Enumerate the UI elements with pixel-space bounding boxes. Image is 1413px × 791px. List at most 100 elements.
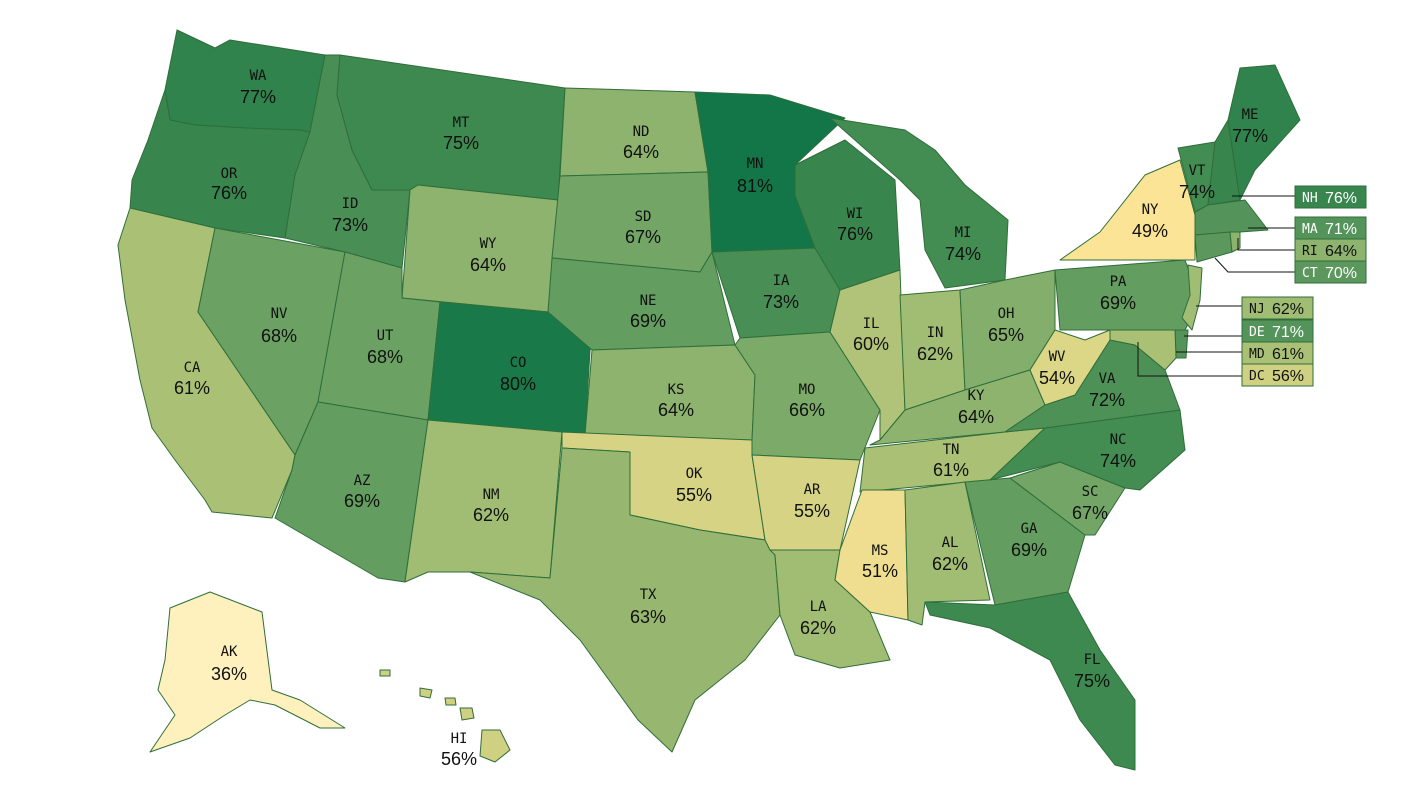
label-co-pct: 80% [500, 374, 536, 394]
label-nc-pct: 74% [1100, 451, 1136, 471]
state-nj[interactable] [1181, 264, 1203, 331]
state-me[interactable] [1227, 64, 1301, 201]
label-mi-pct: 74% [945, 244, 981, 264]
label-ks-abbr: KS [668, 382, 685, 398]
state-md[interactable] [1109, 329, 1177, 371]
label-nv-pct: 68% [261, 326, 297, 346]
svg-text:62%: 62% [1272, 301, 1304, 318]
state-sc[interactable] [1009, 461, 1126, 536]
state-ak[interactable] [149, 591, 346, 753]
label-va-pct: 72% [1089, 390, 1125, 410]
callout-md: MD 61% [1241, 341, 1314, 365]
label-fl-pct: 75% [1074, 671, 1110, 691]
label-ca-abbr: CA [184, 360, 201, 376]
svg-text:NJ: NJ [1249, 302, 1265, 317]
label-mo-abbr: MO [799, 382, 816, 398]
label-fl-abbr: FL [1084, 652, 1101, 668]
label-az-pct: 69% [344, 491, 380, 511]
svg-text:76%: 76% [1325, 190, 1357, 207]
label-ia-pct: 73% [763, 292, 799, 312]
label-la-pct: 62% [800, 618, 836, 638]
label-ut-abbr: UT [377, 328, 394, 344]
callout-de: DE 71% [1241, 319, 1314, 343]
label-nd-abbr: ND [633, 124, 650, 140]
svg-text:RI: RI [1302, 244, 1318, 259]
state-ga[interactable] [964, 477, 1086, 606]
svg-text:NH: NH [1302, 191, 1318, 206]
label-wi-abbr: WI [847, 206, 864, 222]
callout-nj: NJ 62% [1241, 296, 1314, 320]
label-il-abbr: IL [863, 316, 880, 332]
callout-ma: MA 71% [1294, 216, 1367, 240]
state-ny[interactable] [1059, 159, 1196, 261]
svg-text:CT: CT [1302, 266, 1318, 281]
label-tx-abbr: TX [640, 587, 657, 603]
label-me-abbr: ME [1242, 107, 1259, 123]
label-mi-abbr: MI [955, 225, 972, 241]
label-ut-pct: 68% [367, 347, 403, 367]
label-ky-pct: 64% [958, 407, 994, 427]
state-co[interactable] [427, 301, 593, 436]
label-nc-abbr: NC [1110, 432, 1127, 448]
label-va-abbr: VA [1099, 371, 1116, 387]
state-wa[interactable] [164, 29, 326, 133]
label-oh-abbr: OH [998, 306, 1015, 322]
label-ok-abbr: OK [686, 466, 703, 482]
label-nd-pct: 64% [623, 142, 659, 162]
label-ar-abbr: AR [804, 482, 821, 498]
label-tn-abbr: TN [943, 442, 960, 458]
label-pa-pct: 69% [1100, 293, 1136, 313]
svg-text:61%: 61% [1272, 346, 1304, 363]
label-mt-pct: 75% [443, 133, 479, 153]
svg-text:MD: MD [1249, 347, 1265, 362]
svg-text:MA: MA [1302, 222, 1318, 237]
label-id-abbr: ID [342, 196, 359, 212]
svg-text:56%: 56% [1272, 368, 1304, 385]
label-al-pct: 62% [932, 554, 968, 574]
label-ny-pct: 49% [1132, 221, 1168, 241]
state-de[interactable] [1174, 329, 1189, 359]
label-sc-abbr: SC [1082, 484, 1099, 500]
label-il-pct: 60% [853, 334, 889, 354]
label-ga-abbr: GA [1021, 521, 1038, 537]
svg-text:71%: 71% [1325, 221, 1357, 238]
label-la-abbr: LA [810, 599, 827, 615]
label-wy-pct: 64% [470, 255, 506, 275]
state-fl[interactable] [924, 591, 1136, 771]
state-tx[interactable] [469, 447, 781, 753]
svg-text:DC: DC [1249, 369, 1265, 384]
label-ne-pct: 69% [630, 311, 666, 331]
label-ky-abbr: KY [968, 388, 985, 404]
label-wy-abbr: WY [480, 236, 497, 252]
state-sd[interactable] [551, 171, 713, 273]
label-ne-abbr: NE [640, 293, 657, 309]
svg-text:70%: 70% [1325, 265, 1357, 282]
label-sd-abbr: SD [635, 209, 652, 225]
label-hi-pct: 56% [441, 749, 477, 769]
callout-dc: DC 56% [1241, 363, 1314, 387]
label-ny-abbr: NY [1142, 202, 1159, 218]
label-ak-pct: 36% [211, 664, 247, 684]
svg-text:64%: 64% [1325, 243, 1357, 260]
label-ms-abbr: MS [872, 543, 889, 559]
label-al-abbr: AL [942, 535, 959, 551]
state-mt[interactable] [336, 54, 566, 201]
leader-lines [1137, 195, 1295, 377]
label-in-pct: 62% [917, 344, 953, 364]
label-me-pct: 77% [1232, 126, 1268, 146]
label-in-abbr: IN [927, 325, 944, 341]
label-pa-abbr: PA [1110, 274, 1127, 290]
state-ct[interactable] [1194, 231, 1233, 263]
svg-text:DE: DE [1249, 325, 1265, 340]
label-nm-pct: 62% [473, 505, 509, 525]
label-wa-pct: 77% [240, 87, 276, 107]
label-sd-pct: 67% [625, 227, 661, 247]
label-ar-pct: 55% [794, 501, 830, 521]
label-tn-pct: 61% [933, 460, 969, 480]
label-oh-pct: 65% [988, 325, 1024, 345]
label-ok-pct: 55% [676, 485, 712, 505]
label-mn-pct: 81% [737, 176, 773, 196]
label-mn-abbr: MN [747, 156, 764, 172]
state-hi[interactable] [379, 669, 511, 763]
